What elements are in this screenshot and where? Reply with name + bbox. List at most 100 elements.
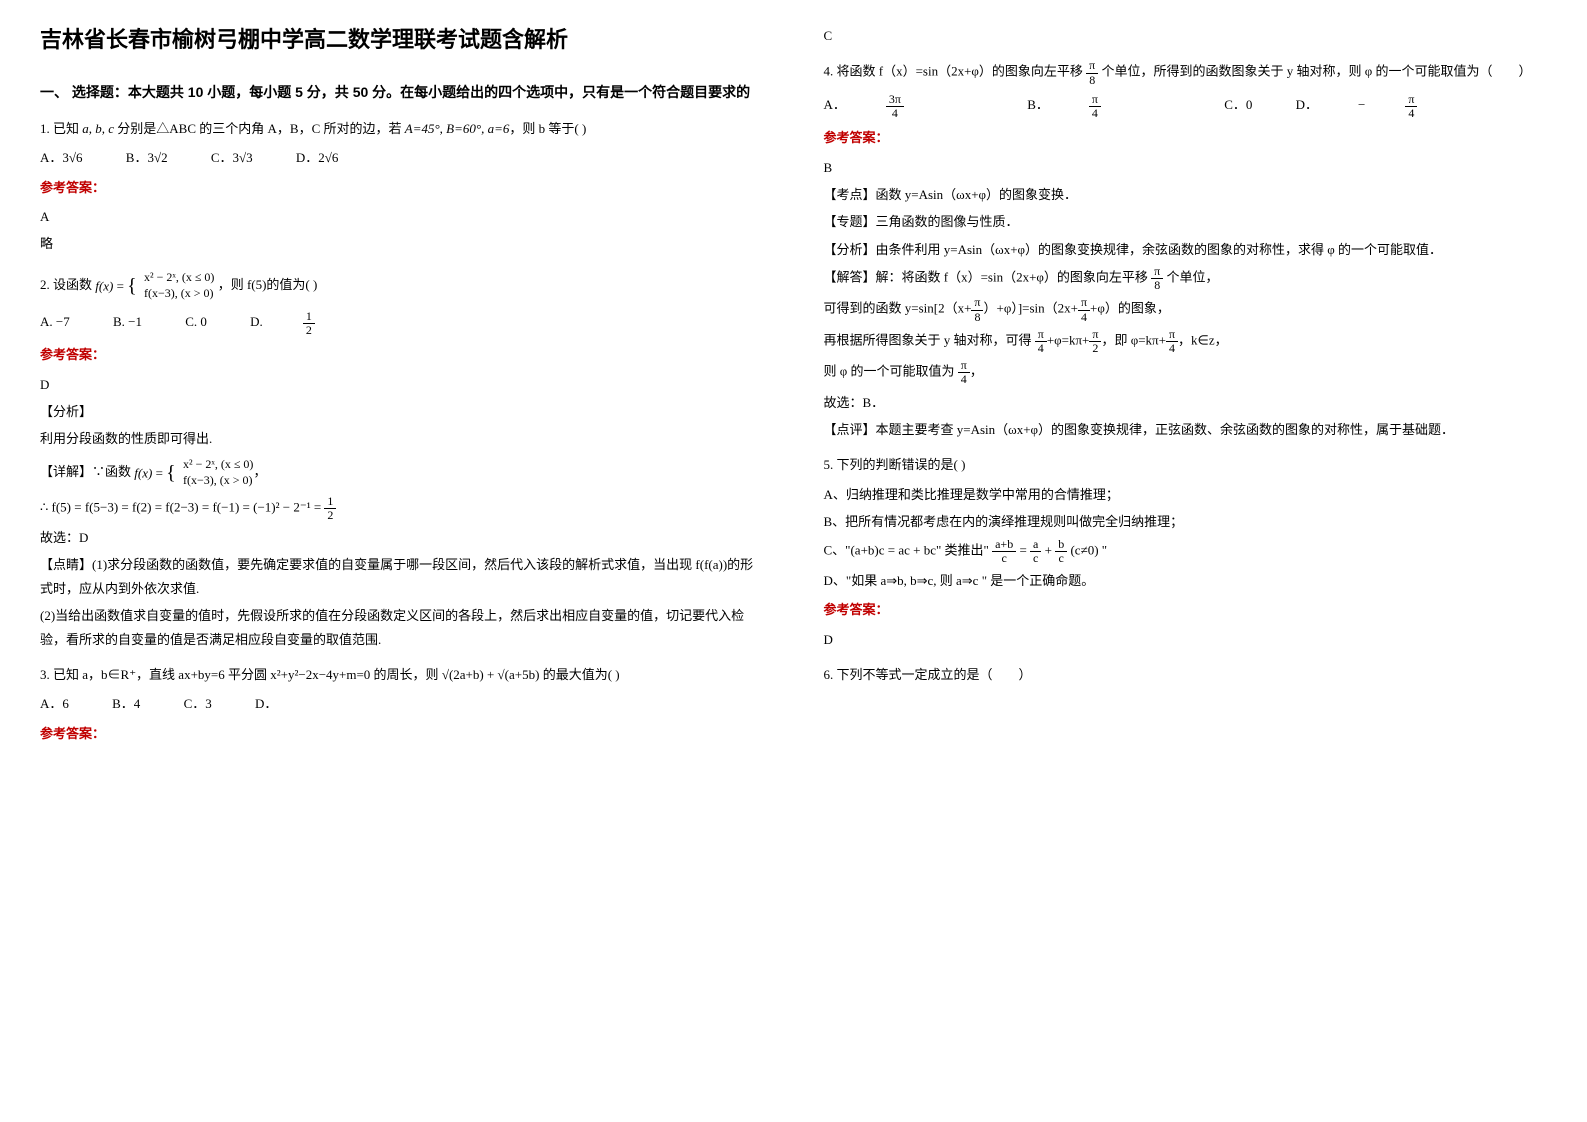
frac-num: π bbox=[1089, 328, 1101, 342]
frac-den: 4 bbox=[886, 107, 904, 120]
q1-stem-c: ，则 b 等于( ) bbox=[509, 121, 586, 136]
frac-num: π bbox=[1089, 93, 1101, 107]
q1-note: 略 bbox=[40, 232, 764, 255]
q3-options: A．6 B．4 C．3 D． bbox=[40, 692, 764, 715]
text: 可得到的函数 y=sin[2（x+ bbox=[824, 301, 972, 316]
q4-shift: π8 bbox=[1086, 59, 1098, 86]
left-column: 吉林省长春市榆树弓棚中学高二数学理联考试题含解析 一、 选择题：本大题共 10 … bbox=[40, 20, 764, 751]
q4-answer: B bbox=[824, 156, 1548, 179]
q4-p7: 则 φ 的一个可能取值为 π4， bbox=[824, 359, 1548, 386]
q2-p4: (2)当给出函数值求自变量的值时，先假设所求的值在分段函数定义区间的各段上，然后… bbox=[40, 604, 764, 651]
q1-opt-c: C．3√3 bbox=[211, 146, 253, 169]
q2-opt-a: A. −7 bbox=[40, 310, 70, 333]
frac-den: 2 bbox=[303, 324, 315, 337]
page: 吉林省长春市榆树弓棚中学高二数学理联考试题含解析 一、 选择题：本大题共 10 … bbox=[40, 20, 1547, 751]
frac-den: c bbox=[1055, 552, 1067, 565]
frac-den: 4 bbox=[1035, 342, 1047, 355]
q1-options: A．3√6 B．3√2 C．3√3 D．2√6 bbox=[40, 146, 764, 169]
frac: π4 bbox=[958, 359, 970, 386]
text: C、"(a+b)c = ac + bc" 类推出" bbox=[824, 542, 993, 557]
q5-opt-a: A、归纳推理和类比推理是数学中常用的合情推理； bbox=[824, 483, 1548, 506]
frac-den: 4 bbox=[1166, 342, 1178, 355]
section-heading: 一、 选择题：本大题共 10 小题，每小题 5 分，共 50 分。在每小题给出的… bbox=[40, 80, 764, 105]
frac-den: 2 bbox=[1089, 342, 1101, 355]
frac: π4 bbox=[1089, 93, 1141, 120]
text: 再根据所得图象关于 y 轴对称，可得 bbox=[824, 333, 1035, 348]
q2-stem-a: 2. 设函数 bbox=[40, 277, 95, 292]
q5-opt-b: B、把所有情况都考虑在内的演绎推理规则叫做完全归纳推理； bbox=[824, 510, 1548, 533]
q5-opt-c: C、"(a+b)c = ac + bc" 类推出" a+bc = ac + bc… bbox=[824, 538, 1548, 565]
q4-p4: 【解答】解：将函数 f（x）=sin（2x+φ）的图象向左平移 π8 个单位， bbox=[824, 265, 1548, 292]
q2-p3: 【点睛】(1)求分段函数的函数值，要先确定要求值的自变量属于哪一段区间，然后代入… bbox=[40, 553, 764, 600]
text: ，即 φ=kπ+ bbox=[1101, 333, 1165, 348]
question-5: 5. 下列的判断错误的是( ) bbox=[824, 453, 1548, 476]
q2-calc-a: ∴ f(5) = f(5−3) = f(2) = f(2−3) = f(−1) … bbox=[40, 499, 324, 514]
frac: π8 bbox=[971, 296, 983, 323]
frac-num: π bbox=[1078, 296, 1090, 310]
frac: π4 bbox=[1035, 328, 1047, 355]
frac: a+bc bbox=[992, 538, 1016, 565]
text: 个单位， bbox=[1163, 270, 1218, 285]
q2-p2: 故选：D bbox=[40, 526, 764, 549]
q5-answer-label: 参考答案： bbox=[824, 598, 1548, 621]
q4-p6: 再根据所得图象关于 y 轴对称，可得 π4+φ=kπ+π2，即 φ=kπ+π4，… bbox=[824, 328, 1548, 355]
q1-stem-a: 1. 已知 bbox=[40, 121, 82, 136]
q1-opt-d: D．2√6 bbox=[296, 146, 339, 169]
q2-calc-frac: 12 bbox=[324, 495, 336, 522]
q3-stem-a: 3. 已知 a，b∈R⁺，直线 ax+by=6 平分圆 x²+y²−2x−4y+… bbox=[40, 667, 442, 682]
frac: bc bbox=[1055, 538, 1067, 565]
q1-stem-b: 分别是△ABC 的三个内角 A，B，C 所对的边，若 bbox=[114, 121, 405, 136]
q4-p5: 可得到的函数 y=sin[2（x+π8）+φ）]=sin（2x+π4+φ）的图象… bbox=[824, 296, 1548, 323]
frac: π4 bbox=[1078, 296, 1090, 323]
question-6: 6. 下列不等式一定成立的是（ ） bbox=[824, 663, 1548, 686]
q4-p3: 【分析】由条件利用 y=Asin（ωx+φ）的图象变换规律，余弦函数的图象的对称… bbox=[824, 238, 1548, 261]
q2-case2b: f(x−3), (x > 0) bbox=[183, 473, 253, 489]
frac-den: 4 bbox=[958, 373, 970, 386]
q3-opt-b: B．4 bbox=[112, 692, 140, 715]
frac-num: 1 bbox=[303, 310, 315, 324]
opt-pre: B． bbox=[1027, 93, 1049, 116]
frac-den: 4 bbox=[1405, 107, 1417, 120]
frac: π4 bbox=[1405, 93, 1457, 120]
q3-opt-a: A．6 bbox=[40, 692, 69, 715]
text: 【解答】解：将函数 f（x）=sin（2x+φ）的图象向左平移 bbox=[824, 270, 1152, 285]
frac-den: 8 bbox=[1086, 74, 1098, 87]
q1-vars: a, b, c bbox=[82, 121, 114, 136]
frac-num: a bbox=[1030, 538, 1041, 552]
q2-stem-b: ，则 f(5)的值为( ) bbox=[218, 277, 318, 292]
frac: 3π4 bbox=[886, 93, 944, 120]
q2-calc: ∴ f(5) = f(5−3) = f(2) = f(2−3) = f(−1) … bbox=[40, 495, 764, 522]
q2-function: f(x) = bbox=[95, 278, 127, 293]
page-title: 吉林省长春市榆树弓棚中学高二数学理联考试题含解析 bbox=[40, 20, 764, 60]
q4-opt-d: D．−π4 bbox=[1296, 93, 1498, 120]
q2-opt-d-pre: D. bbox=[250, 310, 263, 333]
q1-opt-b: B．3√2 bbox=[126, 146, 168, 169]
text: = bbox=[1016, 542, 1030, 557]
q2-h2-a: 【详解】∵函数 bbox=[40, 464, 134, 479]
frac-den: c bbox=[992, 552, 1016, 565]
q2-answer: D bbox=[40, 373, 764, 396]
frac-den: 8 bbox=[971, 311, 983, 324]
q3-expr: √(2a+b) + √(a+5b) bbox=[442, 667, 540, 682]
frac-den: 2 bbox=[324, 509, 336, 522]
frac-num: π bbox=[1151, 265, 1163, 279]
q1-answer-label: 参考答案： bbox=[40, 176, 764, 199]
frac-den: 4 bbox=[1078, 311, 1090, 324]
frac-num: π bbox=[1405, 93, 1417, 107]
text: +φ=kπ+ bbox=[1047, 333, 1090, 348]
q3-answer: C bbox=[824, 24, 1548, 47]
q2-answer-label: 参考答案： bbox=[40, 343, 764, 366]
frac-num: π bbox=[1035, 328, 1047, 342]
frac-num: π bbox=[971, 296, 983, 310]
q1-cond: A=45°, B=60°, a=6 bbox=[405, 121, 510, 136]
brace-icon: { bbox=[166, 462, 176, 484]
q2-case1: x² − 2ˣ, (x ≤ 0) bbox=[144, 270, 214, 286]
frac-num: a+b bbox=[992, 538, 1016, 552]
q1-answer: A bbox=[40, 205, 764, 228]
q3-opt-d: D． bbox=[255, 692, 277, 715]
frac-den: c bbox=[1030, 552, 1041, 565]
text: ，k∈z， bbox=[1178, 333, 1228, 348]
question-2: 2. 设函数 f(x) = { x² − 2ˣ, (x ≤ 0) f(x−3),… bbox=[40, 268, 764, 304]
opt-pre: D． bbox=[1296, 93, 1318, 116]
frac-num: 3π bbox=[886, 93, 904, 107]
